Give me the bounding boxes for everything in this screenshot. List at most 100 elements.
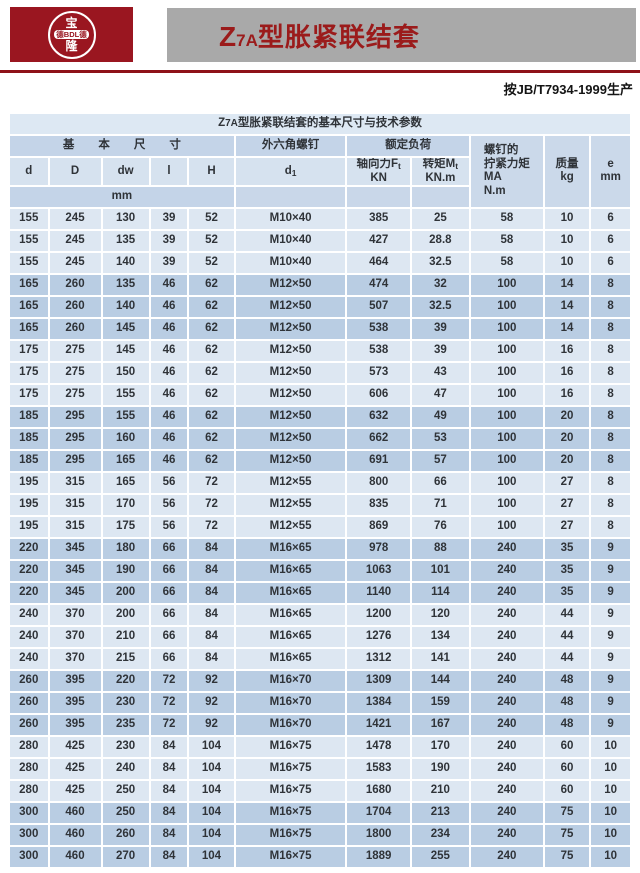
cell-tightening-torque: 100 [470,296,543,317]
cell-D: 275 [49,384,101,405]
cell-dw: 230 [102,736,149,757]
cell-e: 10 [591,802,630,823]
cell-mass: 35 [544,560,590,581]
cell-H: 84 [189,582,234,603]
cell-l: 66 [150,538,188,559]
cell-mass: 44 [544,626,590,647]
cell-tightening-torque: 100 [470,472,543,493]
cell-tightening-torque: 240 [470,824,543,845]
table-row: 185 295 155 46 62 M12×50 632 49 100 20 8 [10,406,630,427]
cell-e: 10 [591,846,630,867]
cell-axial-force: 538 [347,340,410,361]
cell-H: 92 [189,692,234,713]
cell-d: 175 [10,384,48,405]
cell-mass: 48 [544,714,590,735]
cell-D: 260 [49,274,101,295]
cell-dw: 145 [102,340,149,361]
header-empty-cell [235,186,346,207]
spec-table-head: Z7A型胀紧联结套的基本尺寸与技术参数 基本尺寸 外六角螺钉 额定负荷 螺钉的拧… [10,114,630,207]
cell-tightening-torque: 58 [470,252,543,273]
cell-d1: M10×40 [235,252,346,273]
cell-dw: 175 [102,516,149,537]
cell-dw: 230 [102,692,149,713]
cell-l: 56 [150,472,188,493]
cell-d: 220 [10,582,48,603]
cell-d1: M16×70 [235,692,346,713]
cell-l: 46 [150,340,188,361]
header-col-dw: dw [102,158,149,185]
cell-D: 425 [49,780,101,801]
cell-D: 275 [49,362,101,383]
cell-dw: 210 [102,626,149,647]
cell-mass: 27 [544,516,590,537]
cell-e: 10 [591,736,630,757]
cell-torque: 43 [411,362,469,383]
cell-torque: 49 [411,406,469,427]
cell-l: 66 [150,604,188,625]
cell-d1: M10×40 [235,208,346,229]
cell-axial-force: 1140 [347,582,410,603]
cell-d: 175 [10,362,48,383]
cell-D: 395 [49,714,101,735]
cell-torque: 210 [411,780,469,801]
company-logo: 宝 德BDL德 隆 [10,7,133,62]
cell-D: 460 [49,824,101,845]
cell-axial-force: 1312 [347,648,410,669]
cell-D: 260 [49,296,101,317]
cell-e: 9 [591,626,630,647]
cell-tightening-torque: 240 [470,736,543,757]
logo-seal-icon: 宝 德BDL德 隆 [47,10,96,59]
cell-mass: 20 [544,428,590,449]
title-bar: Z7A型胀紧联结套 [167,8,636,62]
cell-D: 370 [49,626,101,647]
cell-d1: M16×70 [235,670,346,691]
cell-tightening-torque: 240 [470,582,543,603]
cell-l: 72 [150,670,188,691]
cell-torque: 32.5 [411,296,469,317]
cell-d1: M12×50 [235,274,346,295]
cell-d: 185 [10,450,48,471]
cell-mass: 60 [544,758,590,779]
cell-axial-force: 1583 [347,758,410,779]
table-row: 260 395 230 72 92 M16×70 1384 159 240 48 9 [10,692,630,713]
page-title: Z7A型胀紧联结套 [219,20,420,52]
cell-e: 8 [591,428,630,449]
cell-H: 104 [189,846,234,867]
cell-l: 66 [150,626,188,647]
cell-d1: M16×65 [235,582,346,603]
cell-D: 315 [49,494,101,515]
cell-torque: 47 [411,384,469,405]
cell-torque: 144 [411,670,469,691]
cell-tightening-torque: 100 [470,428,543,449]
cell-e: 8 [591,340,630,361]
table-row: 165 260 140 46 62 M12×50 507 32.5 100 14 8 [10,296,630,317]
cell-dw: 270 [102,846,149,867]
cell-e: 9 [591,538,630,559]
header-empty-cell [411,186,469,207]
cell-torque: 213 [411,802,469,823]
cell-d1: M16×75 [235,758,346,779]
cell-mass: 10 [544,208,590,229]
cell-axial-force: 1276 [347,626,410,647]
cell-mass: 14 [544,296,590,317]
cell-l: 56 [150,494,188,515]
cell-d: 155 [10,230,48,251]
cell-d: 185 [10,406,48,427]
cell-tightening-torque: 240 [470,670,543,691]
header-col-d: d [10,158,48,185]
cell-dw: 250 [102,802,149,823]
cell-e: 8 [591,362,630,383]
cell-H: 84 [189,560,234,581]
cell-D: 315 [49,472,101,493]
cell-axial-force: 632 [347,406,410,427]
cell-tightening-torque: 240 [470,780,543,801]
table-row: 220 345 190 66 84 M16×65 1063 101 240 35 9 [10,560,630,581]
header-col-D: D [49,158,101,185]
cell-torque: 120 [411,604,469,625]
cell-l: 46 [150,362,188,383]
cell-mass: 14 [544,274,590,295]
cell-d: 155 [10,252,48,273]
cell-l: 46 [150,318,188,339]
cell-e: 9 [591,560,630,581]
cell-d: 240 [10,648,48,669]
